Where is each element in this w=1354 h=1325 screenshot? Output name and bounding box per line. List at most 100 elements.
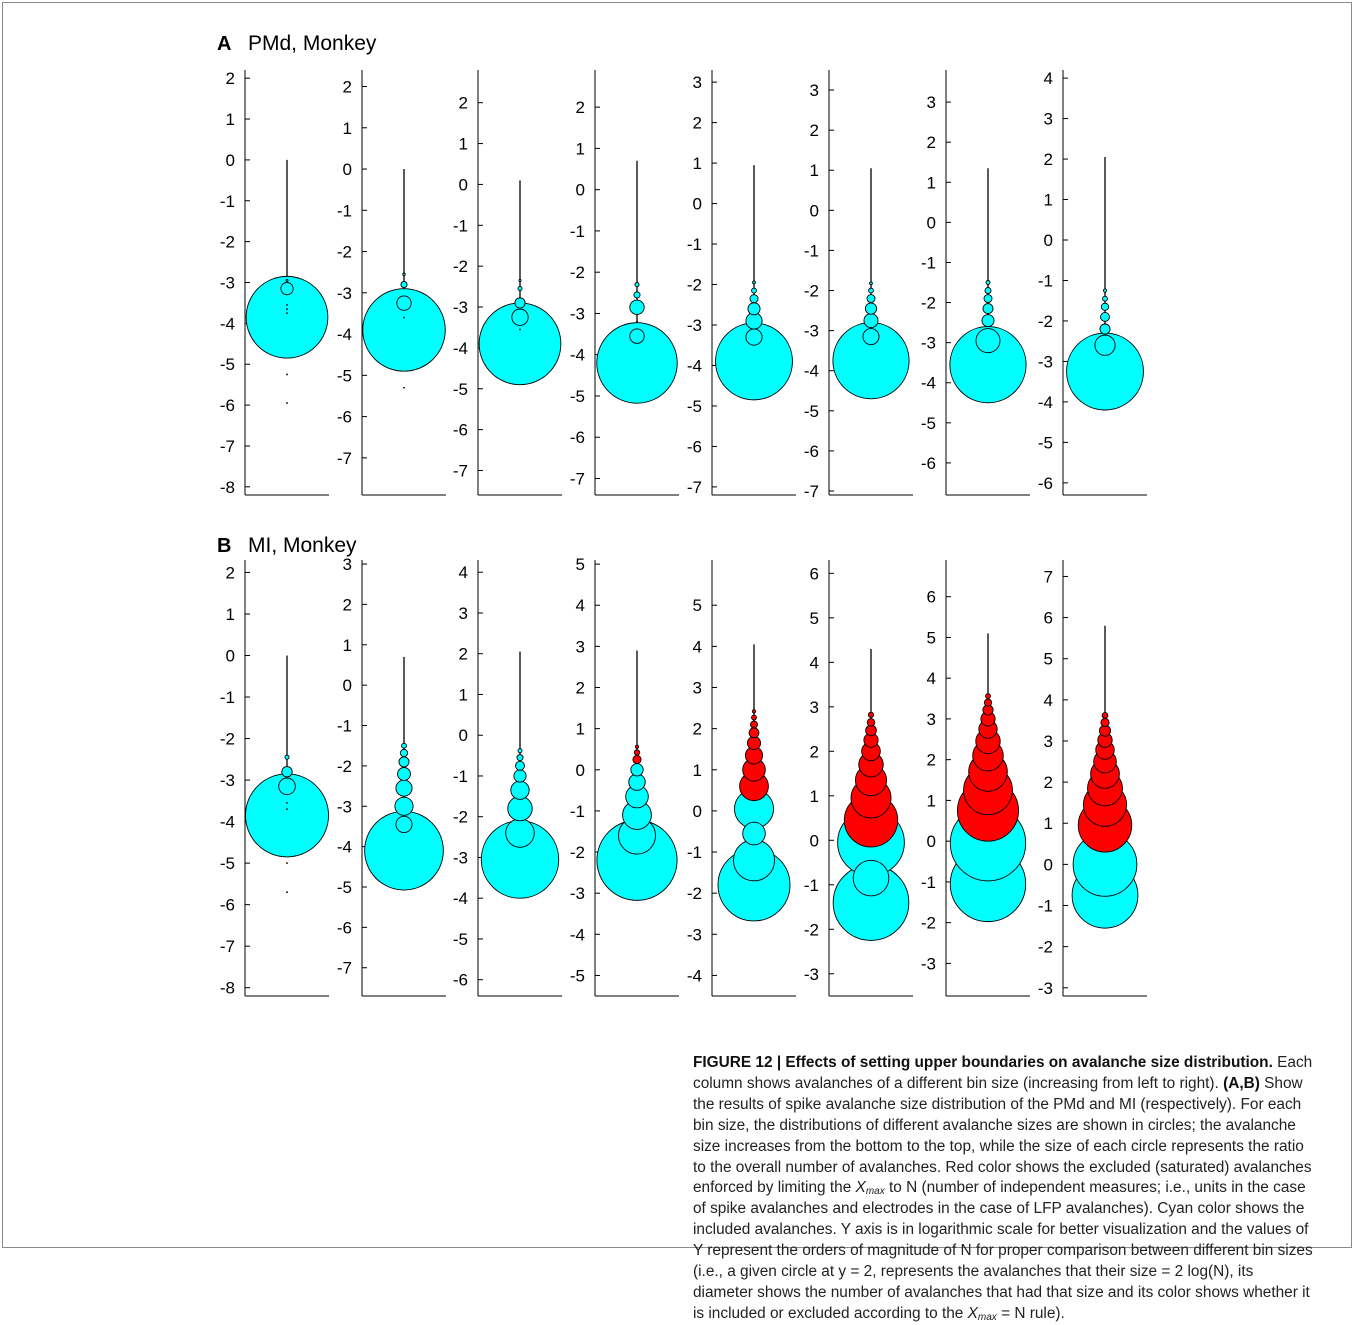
y-tick-label: -4	[687, 356, 702, 375]
avalanche-circle	[511, 308, 529, 326]
avalanche-dot	[286, 373, 288, 376]
y-tick-label: 2	[693, 114, 702, 133]
avalanche-circle	[514, 297, 526, 309]
y-tick-label: -1	[453, 216, 468, 235]
avalanche-dot	[286, 304, 288, 306]
avalanche-circle	[747, 302, 761, 316]
y-tick-label: -3	[1038, 352, 1053, 371]
y-tick-label: 1	[459, 135, 468, 154]
avalanche-dot	[286, 312, 288, 315]
y-tick-label: 0	[810, 831, 819, 850]
y-tick-label: -5	[570, 966, 585, 985]
y-tick-label: 0	[810, 201, 819, 220]
y-tick-label: -7	[220, 937, 235, 956]
avalanche-circle	[518, 278, 522, 282]
y-tick-label: -1	[337, 717, 352, 736]
avalanche-dot	[636, 320, 638, 323]
y-tick-label: -4	[804, 362, 819, 381]
y-tick-label: -1	[453, 767, 468, 786]
y-tick-label: 0	[459, 726, 468, 745]
figure-panels: A PMd, Monkey 2 1 0 -1 -2 -3 -4 -5 -6 -7 -8 2 1 0 -1 -2 -3…	[217, 32, 1147, 998]
caption-text-3: to N (number of independent measures; i.…	[693, 1179, 1313, 1322]
y-tick-label: -4	[453, 889, 468, 908]
y-tick-label: 1	[1044, 814, 1053, 833]
avalanche-circle	[395, 779, 413, 797]
avalanche-circle	[984, 287, 992, 294]
y-tick-label: 2	[927, 133, 936, 152]
caption-xmax-sub: max	[865, 1186, 885, 1198]
y-tick-label: 1	[810, 161, 819, 180]
y-tick-label: -3	[804, 322, 819, 341]
y-tick-label: -1	[687, 235, 702, 254]
y-tick-label: -7	[220, 437, 235, 456]
y-tick-label: -2	[570, 843, 585, 862]
y-tick-label: 2	[226, 563, 235, 582]
avalanche-circle	[632, 754, 642, 765]
y-tick-label: 3	[459, 604, 468, 623]
avalanche-circle	[1101, 712, 1109, 719]
avalanche-circle	[852, 859, 890, 897]
y-tick-label: 5	[927, 628, 936, 647]
avalanche-dot	[286, 808, 288, 811]
avalanche-circle	[751, 709, 757, 714]
y-tick-label: 4	[576, 596, 585, 615]
avalanche-circle	[864, 302, 878, 315]
avalanche-circle	[1099, 323, 1111, 335]
y-tick-label: -5	[337, 878, 352, 897]
y-tick-label: -3	[687, 316, 702, 335]
y-tick-label: 1	[693, 154, 702, 173]
y-tick-label: 5	[1044, 650, 1053, 669]
y-tick-label: 3	[1044, 110, 1053, 129]
y-tick-label: 0	[343, 676, 352, 695]
y-tick-label: -2	[453, 808, 468, 827]
y-tick-label: -6	[570, 428, 585, 447]
y-tick-label: 1	[927, 791, 936, 810]
y-tick-label: 5	[810, 609, 819, 628]
figure-frame	[2, 2, 1352, 1248]
avalanche-dot	[286, 891, 288, 894]
panel-title: MI, Monkey	[248, 534, 357, 557]
y-tick-label: 0	[226, 647, 235, 666]
avalanche-circle	[399, 748, 409, 758]
avalanche-circle	[633, 749, 641, 756]
avalanche-circle	[865, 724, 877, 737]
avalanche-circle	[507, 795, 533, 822]
avalanche-circle	[284, 754, 290, 760]
y-tick-label: 6	[810, 564, 819, 583]
y-tick-label: -2	[1038, 938, 1053, 957]
y-tick-label: -3	[1038, 979, 1053, 998]
avalanche-dot	[286, 308, 288, 310]
y-tick-label: 4	[927, 669, 936, 688]
y-tick-label: -5	[337, 366, 352, 385]
y-tick-label: 4	[693, 637, 702, 656]
y-tick-label: 2	[459, 645, 468, 664]
y-tick-label: 1	[343, 636, 352, 655]
y-tick-label: 0	[693, 802, 702, 821]
y-tick-label: -5	[687, 397, 702, 416]
y-tick-label: 2	[1044, 150, 1053, 169]
avalanche-circle	[394, 796, 414, 816]
caption-heading: FIGURE 12 | Effects of setting upper bou…	[693, 1054, 1273, 1071]
y-tick-label: -3	[921, 334, 936, 353]
avalanche-circle	[401, 742, 407, 749]
y-tick-label: -8	[220, 478, 235, 497]
y-tick-label: -5	[453, 380, 468, 399]
y-tick-label: -7	[804, 482, 819, 501]
y-tick-label: -4	[337, 838, 352, 857]
y-tick-label: 2	[810, 121, 819, 140]
avalanche-circle	[868, 287, 874, 294]
avalanche-circle	[982, 303, 994, 315]
y-tick-label: -4	[220, 813, 235, 832]
y-tick-label: -3	[453, 848, 468, 867]
avalanche-circle	[280, 282, 294, 296]
y-tick-label: -2	[337, 243, 352, 262]
y-tick-label: -6	[337, 918, 352, 937]
y-tick-label: 2	[343, 78, 352, 97]
avalanche-dot	[286, 402, 288, 404]
y-tick-label: 0	[343, 160, 352, 179]
y-tick-label: 5	[576, 555, 585, 574]
y-tick-label: -1	[1038, 271, 1053, 290]
y-tick-label: 3	[1044, 732, 1053, 751]
avalanche-circle	[510, 780, 530, 800]
y-tick-label: 2	[459, 94, 468, 113]
